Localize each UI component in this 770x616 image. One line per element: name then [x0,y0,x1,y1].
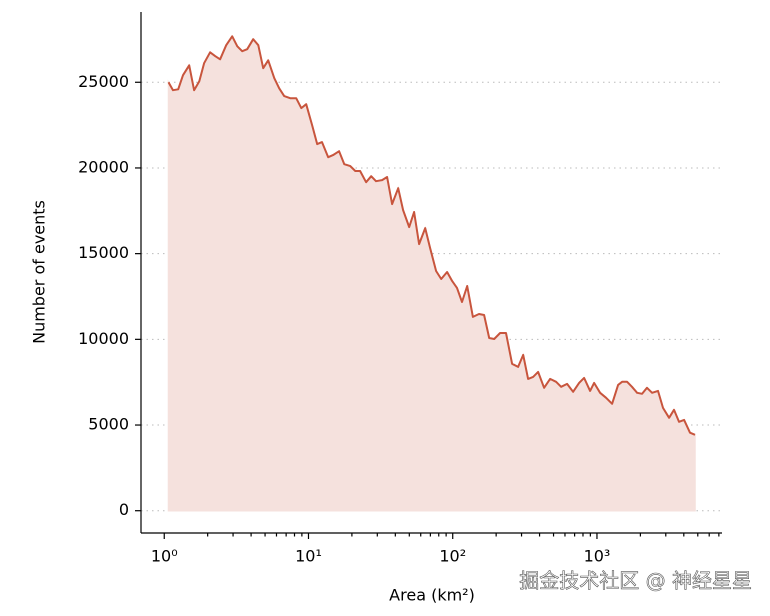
y-tick-label: 15000 [78,243,129,262]
y-tick-label: 25000 [78,72,129,91]
y-tick-label: 10000 [78,329,129,348]
watermark: 掘金技术社区 @ 神经星星 [519,569,752,593]
x-tick-label: 10³ [584,547,611,566]
x-tick-label: 10⁰ [151,547,178,566]
y-axis-label: Number of events [30,200,49,344]
y-tick-label: 0 [119,500,129,519]
y-tick-label: 20000 [78,157,129,176]
x-tick-label: 10¹ [295,547,322,566]
area-fill [167,34,696,512]
y-tick-label: 5000 [88,415,129,434]
x-axis-label: Area (km²) [389,586,475,605]
x-tick-label: 10² [439,547,466,566]
line [167,35,696,436]
